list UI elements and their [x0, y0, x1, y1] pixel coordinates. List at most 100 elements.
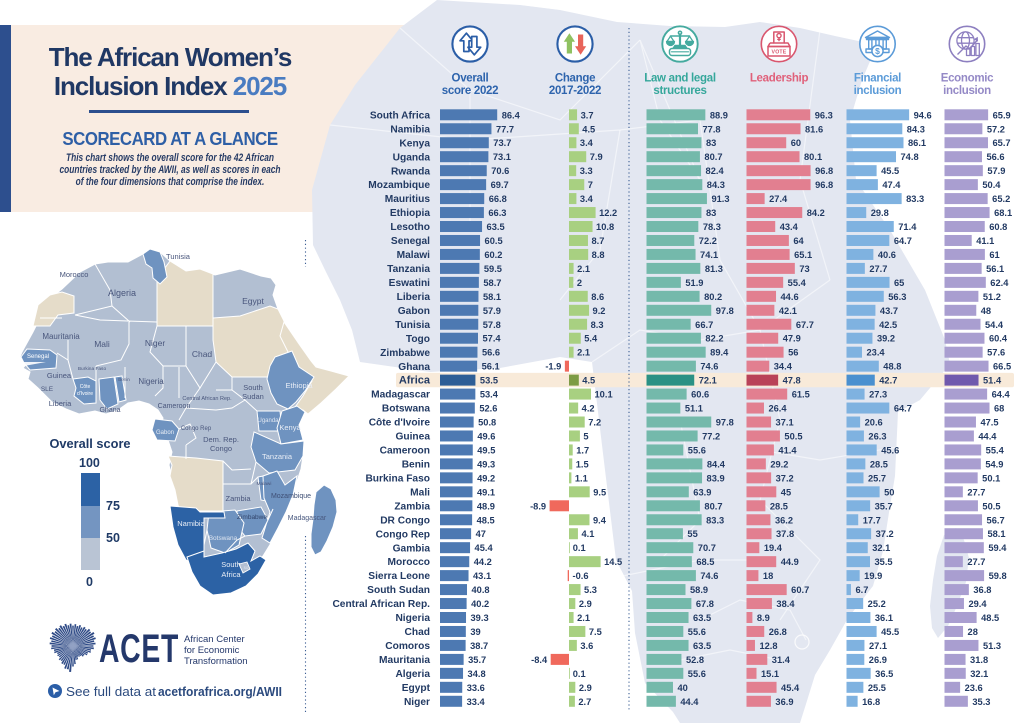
- svg-text:57.8: 57.8: [483, 320, 501, 330]
- svg-text:36.5: 36.5: [875, 669, 893, 679]
- svg-text:32.1: 32.1: [970, 669, 988, 679]
- svg-text:42.7: 42.7: [879, 376, 897, 386]
- svg-text:51.1: 51.1: [685, 404, 703, 414]
- svg-text:10.8: 10.8: [596, 222, 614, 232]
- svg-text:68: 68: [994, 404, 1004, 414]
- svg-text:25.2: 25.2: [868, 599, 886, 609]
- svg-text:Tunisia: Tunisia: [395, 320, 430, 331]
- svg-text:97.8: 97.8: [716, 306, 734, 316]
- svg-text:-8.4: -8.4: [531, 655, 548, 665]
- svg-text:7: 7: [588, 180, 593, 190]
- svg-text:65.7: 65.7: [992, 138, 1010, 148]
- svg-text:14.5: 14.5: [604, 557, 622, 567]
- svg-text:39.2: 39.2: [877, 334, 895, 344]
- svg-text:33.4: 33.4: [467, 697, 486, 707]
- svg-text:28: 28: [968, 627, 978, 637]
- svg-text:52.8: 52.8: [686, 655, 704, 665]
- svg-text:Malawi: Malawi: [397, 250, 431, 261]
- svg-text:Sierra Leone: Sierra Leone: [368, 571, 430, 582]
- svg-text:44.2: 44.2: [474, 557, 492, 567]
- svg-text:45.5: 45.5: [881, 166, 899, 176]
- svg-text:inclusion: inclusion: [854, 85, 902, 97]
- svg-text:73: 73: [799, 264, 809, 274]
- svg-text:7.5: 7.5: [589, 627, 602, 637]
- svg-text:36.8: 36.8: [973, 585, 991, 595]
- svg-text:63.5: 63.5: [693, 641, 711, 651]
- svg-text:50.5: 50.5: [784, 431, 802, 441]
- svg-text:Economic: Economic: [941, 73, 994, 85]
- svg-text:52.6: 52.6: [479, 404, 497, 414]
- svg-text:63.5: 63.5: [693, 613, 711, 623]
- svg-text:Africa: Africa: [399, 375, 431, 387]
- svg-text:40.2: 40.2: [471, 599, 489, 609]
- svg-text:73.7: 73.7: [493, 138, 511, 148]
- svg-text:Mali: Mali: [94, 339, 110, 349]
- svg-text:40.6: 40.6: [878, 250, 896, 260]
- svg-text:19.4: 19.4: [764, 543, 783, 553]
- svg-text:44.4: 44.4: [978, 431, 997, 441]
- svg-text:Burkina Faso: Burkina Faso: [365, 474, 430, 485]
- svg-text:43.1: 43.1: [473, 571, 491, 581]
- svg-text:-0.6: -0.6: [573, 571, 589, 581]
- svg-text:DR Congo: DR Congo: [380, 515, 430, 526]
- svg-text:55.4: 55.4: [986, 445, 1005, 455]
- svg-text:60.5: 60.5: [485, 236, 503, 246]
- svg-text:60.8: 60.8: [989, 222, 1007, 232]
- svg-text:structures: structures: [653, 85, 706, 97]
- svg-text:89.4: 89.4: [710, 348, 729, 358]
- svg-text:8.9: 8.9: [757, 613, 770, 623]
- svg-text:Congo Rep: Congo Rep: [376, 529, 430, 540]
- svg-text:84.4: 84.4: [707, 459, 726, 469]
- svg-text:Namibia: Namibia: [177, 519, 205, 528]
- svg-text:57.9: 57.9: [483, 306, 501, 316]
- svg-text:54.9: 54.9: [985, 459, 1003, 469]
- svg-text:29.4: 29.4: [968, 599, 987, 609]
- svg-text:51.4: 51.4: [983, 376, 1002, 386]
- svg-text:26.8: 26.8: [769, 627, 787, 637]
- svg-text:Chad: Chad: [192, 349, 213, 359]
- svg-text:44.4: 44.4: [680, 697, 699, 707]
- svg-text:83.3: 83.3: [706, 515, 724, 525]
- svg-text:4.5: 4.5: [582, 376, 595, 386]
- svg-text:45.6: 45.6: [881, 445, 899, 455]
- svg-text:Côte: Côte: [80, 384, 91, 390]
- svg-text:10.1: 10.1: [595, 390, 613, 400]
- svg-text:74.1: 74.1: [700, 250, 718, 260]
- svg-text:Kenya: Kenya: [399, 138, 430, 149]
- svg-text:56.6: 56.6: [482, 348, 500, 358]
- svg-text:Togo: Togo: [406, 334, 430, 345]
- svg-text:15.1: 15.1: [761, 669, 779, 679]
- svg-text:South Africa: South Africa: [370, 110, 431, 121]
- svg-text:35.5: 35.5: [875, 557, 893, 567]
- svg-text:Benin: Benin: [118, 377, 130, 382]
- svg-text:96.3: 96.3: [815, 110, 833, 120]
- svg-text:25.7: 25.7: [868, 473, 886, 483]
- svg-text:1.5: 1.5: [576, 459, 589, 469]
- svg-text:42.5: 42.5: [879, 320, 897, 330]
- svg-text:80.7: 80.7: [704, 152, 722, 162]
- svg-text:19.9: 19.9: [864, 571, 882, 581]
- svg-text:12.2: 12.2: [599, 208, 617, 218]
- svg-text:57.9: 57.9: [987, 166, 1005, 176]
- svg-text:29.2: 29.2: [770, 459, 788, 469]
- svg-text:Ethiopia: Ethiopia: [285, 381, 313, 390]
- svg-text:31.8: 31.8: [970, 655, 988, 665]
- svg-text:67.7: 67.7: [796, 320, 814, 330]
- svg-text:37.2: 37.2: [876, 529, 894, 539]
- svg-text:2: 2: [577, 278, 582, 288]
- svg-text:55.4: 55.4: [788, 278, 807, 288]
- svg-text:Kenya: Kenya: [279, 423, 301, 432]
- svg-text:66.7: 66.7: [695, 320, 713, 330]
- svg-text:53.4: 53.4: [480, 390, 499, 400]
- svg-text:Sudan: Sudan: [242, 392, 264, 401]
- svg-text:61.5: 61.5: [792, 390, 810, 400]
- svg-text:66.3: 66.3: [488, 208, 506, 218]
- svg-text:0.1: 0.1: [573, 543, 586, 553]
- svg-text:5: 5: [583, 431, 588, 441]
- svg-text:56.1: 56.1: [986, 264, 1004, 274]
- svg-text:82.2: 82.2: [705, 334, 723, 344]
- svg-text:69.7: 69.7: [491, 180, 509, 190]
- svg-text:South: South: [243, 383, 263, 392]
- svg-text:56: 56: [788, 348, 798, 358]
- svg-text:31.4: 31.4: [772, 655, 791, 665]
